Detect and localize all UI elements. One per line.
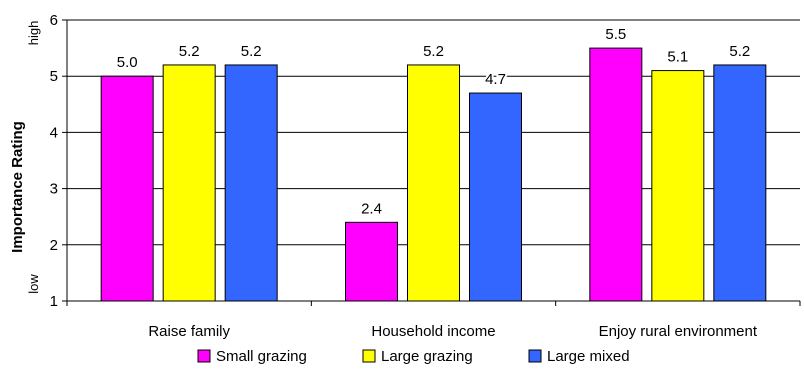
bar bbox=[469, 92, 522, 302]
bar bbox=[713, 64, 767, 302]
data-label: 5.2 bbox=[729, 43, 750, 60]
bar bbox=[407, 64, 460, 302]
bar bbox=[224, 64, 278, 302]
legend-swatch bbox=[528, 349, 542, 363]
bar bbox=[589, 47, 643, 302]
legend-swatch bbox=[197, 349, 211, 363]
data-label: 5.2 bbox=[423, 43, 444, 60]
legend-label: Large mixed bbox=[547, 348, 630, 365]
y-axis-low-label: low bbox=[26, 274, 41, 294]
bar bbox=[651, 70, 705, 302]
category-label: Enjoy rural environment bbox=[599, 323, 758, 340]
y-tick-label: 5 bbox=[50, 68, 58, 85]
category-labels: Raise family Household income Enjoy rural … bbox=[148, 323, 758, 340]
data-label: 5.5 bbox=[605, 26, 626, 43]
bar bbox=[100, 75, 154, 302]
bar bbox=[162, 64, 216, 302]
data-label: 5.2 bbox=[241, 43, 262, 60]
legend-label: Large grazing bbox=[381, 348, 473, 365]
legend-swatch bbox=[362, 349, 376, 363]
y-tick-label: 2 bbox=[50, 237, 58, 254]
category-label: Household income bbox=[371, 323, 495, 340]
y-tick-label: 4 bbox=[50, 124, 58, 141]
bar bbox=[345, 221, 398, 302]
y-tick-label: 3 bbox=[50, 181, 58, 198]
y-axis-high-label: high bbox=[26, 21, 41, 46]
y-axis-label: Importance Rating bbox=[9, 121, 26, 253]
category-label: Raise family bbox=[148, 323, 230, 340]
y-tick-label: 1 bbox=[50, 293, 58, 310]
data-label: 2.4 bbox=[361, 200, 382, 217]
y-tick-label: 6 bbox=[50, 12, 58, 29]
data-labels: 5.0 5.2 5.2 2.4 5.2 4.7 5.5 5.1 5.2 bbox=[115, 24, 753, 219]
legend: Small grazing Large grazing Large mixed bbox=[197, 348, 630, 365]
y-tick-labels: 1 2 3 4 5 6 bbox=[50, 12, 58, 310]
data-label: 5.1 bbox=[667, 49, 688, 66]
bars bbox=[100, 47, 767, 302]
data-label: 5.0 bbox=[117, 54, 138, 71]
data-label: 5.2 bbox=[179, 43, 200, 60]
data-label: 4.7 bbox=[485, 71, 506, 88]
legend-label: Small grazing bbox=[216, 348, 307, 365]
axes bbox=[62, 19, 801, 306]
